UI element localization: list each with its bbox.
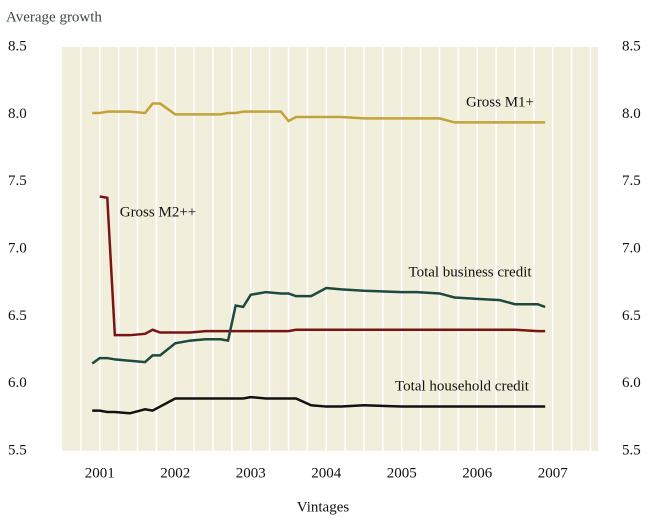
x-tick-label: 2001	[85, 465, 115, 481]
plot-background	[62, 47, 598, 451]
y-tick-label: 8.0	[8, 106, 27, 122]
series-label: Gross M1+	[466, 94, 534, 110]
series-line	[92, 102, 546, 124]
x-tick-label: 2005	[387, 465, 417, 481]
y2-tick-label: 7.5	[622, 173, 641, 189]
y-tick-label: 7.0	[8, 240, 27, 256]
x-tick-label: 2004	[311, 465, 342, 481]
series-line	[92, 395, 546, 415]
y-tick-label: 7.5	[8, 173, 27, 189]
series-label: Total household credit	[395, 378, 530, 394]
y2-tick-label: 7.0	[622, 240, 641, 256]
y-tick-label: 5.5	[8, 442, 27, 458]
x-tick-label: 2007	[538, 465, 569, 481]
y2-tick-label: 8.5	[622, 38, 641, 54]
x-tick-label: 2003	[236, 465, 266, 481]
y2-tick-label: 6.0	[622, 375, 641, 391]
y2-tick-label: 5.5	[622, 442, 641, 458]
x-axis-label: Vintages	[297, 499, 350, 515]
series-label: Gross M2++	[120, 204, 197, 220]
chart-title: Average growth	[6, 9, 102, 25]
x-tick-label: 2002	[160, 465, 190, 481]
y2-tick-label: 8.0	[622, 106, 641, 122]
series-label: Total business credit	[408, 264, 532, 280]
y2-tick-label: 6.5	[622, 308, 641, 324]
y-tick-label: 6.0	[8, 375, 27, 391]
series-line	[99, 195, 546, 337]
y-tick-label: 6.5	[8, 308, 27, 324]
x-tick-label: 2006	[462, 465, 493, 481]
y-tick-label: 8.5	[8, 38, 27, 54]
series-line	[91, 286, 546, 365]
